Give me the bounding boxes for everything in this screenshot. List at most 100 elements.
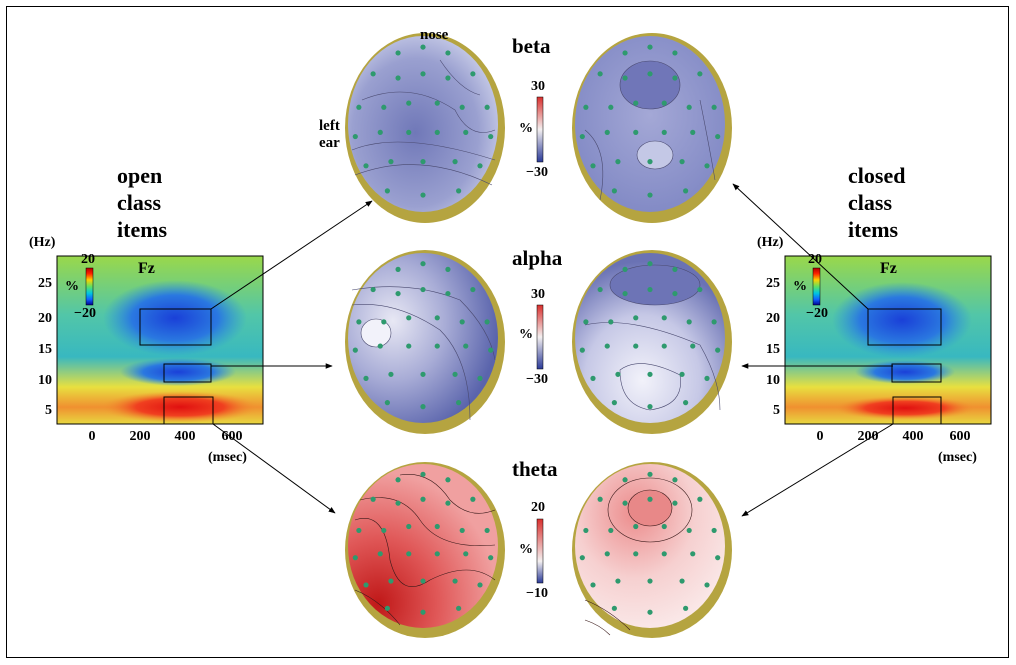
electrode-dot: [715, 555, 721, 561]
y-tick: 20: [766, 311, 780, 326]
electrode-dot: [583, 319, 589, 325]
colorbar-min-left: −20: [74, 306, 96, 321]
electrode-dot: [420, 496, 426, 502]
electrode-dot: [579, 555, 585, 561]
electrode-dot: [697, 496, 703, 502]
electrode-dot: [463, 551, 469, 557]
electrode-dot: [384, 605, 390, 611]
electrode-dot: [420, 44, 426, 50]
electrode-dot: [615, 578, 621, 584]
electrode-dot: [352, 555, 358, 561]
electrode-dot: [661, 315, 667, 321]
alpha-colorbar-max: 30: [531, 287, 545, 302]
electrode-dot: [622, 477, 628, 483]
electrode-dot: [633, 551, 639, 557]
x-tick: 400: [902, 429, 924, 444]
electrode-dot: [647, 286, 653, 293]
beta-colorbar-unit: %: [519, 121, 533, 136]
electrode-dot: [420, 261, 426, 267]
electrode-dot: [459, 319, 465, 325]
x-tick: 200: [857, 429, 879, 444]
electrode-dot: [633, 100, 639, 106]
electrode-dot: [615, 371, 621, 377]
electrode-dot: [420, 192, 426, 198]
electrode-dot: [590, 375, 596, 381]
electrode-dot: [395, 500, 401, 506]
colorbar-min-right: −20: [806, 306, 828, 321]
arrow-closed-theta: [741, 423, 894, 517]
x-tick: 400: [174, 429, 196, 444]
colorbar-max-left: 20: [81, 252, 95, 267]
electrode-dot: [395, 290, 401, 297]
electrode-dot: [388, 578, 394, 584]
y-tick: 25: [766, 276, 780, 291]
electrode-dot: [583, 104, 589, 110]
electrode-dot: [597, 496, 603, 502]
electrode-dot: [672, 266, 678, 272]
electrode-dot: [434, 523, 440, 530]
electrode-dot: [633, 523, 639, 530]
beta-colorbar-min: −30: [526, 165, 548, 180]
electrode-dot: [452, 371, 458, 377]
electrode-dot: [377, 551, 383, 557]
beta-colorbar: [536, 96, 544, 163]
electrode-dot: [647, 71, 653, 77]
electrode-dot: [381, 319, 387, 325]
x-tick: 0: [816, 429, 824, 444]
electrode-dot: [679, 159, 685, 165]
electrode-dot: [661, 100, 667, 106]
electrode-dot: [456, 605, 462, 611]
electrode-dot: [711, 319, 717, 325]
electrode-dot: [470, 286, 476, 293]
electrode-dot: [661, 523, 667, 530]
electrode-dot: [406, 315, 412, 321]
electrode-dot: [434, 551, 440, 557]
colorbar-unit-right: %: [793, 279, 807, 294]
electrode-dot: [445, 75, 451, 81]
electrode-dot: [579, 347, 585, 353]
electrode-dot: [384, 400, 390, 406]
electrode-dot: [445, 500, 451, 506]
y-tick: 15: [766, 342, 780, 357]
alpha-colorbar-min: −30: [526, 372, 548, 387]
y-tick: 5: [773, 403, 780, 418]
electrode-dot: [611, 400, 617, 406]
electrode-dot: [672, 477, 678, 483]
electrode-dot: [395, 75, 401, 81]
x-tick: 0: [88, 429, 96, 444]
electrode-dot: [420, 159, 426, 165]
electrode-dot: [679, 371, 685, 377]
electrode-dot: [484, 319, 490, 325]
electrode-dot: [597, 286, 603, 293]
electrode-dot: [647, 192, 653, 198]
electrode-dot: [622, 50, 628, 56]
band-label-theta: theta: [512, 457, 558, 481]
electrode-dot: [395, 266, 401, 272]
electrode-dot: [690, 343, 696, 349]
electrode-dot: [488, 347, 494, 353]
electrode-dot: [711, 527, 717, 534]
y-tick: 10: [38, 373, 52, 388]
arrow-open-beta: [210, 200, 373, 310]
electrode-dot: [604, 129, 610, 135]
x-tick: 200: [129, 429, 151, 444]
electrode-dot: [690, 129, 696, 135]
electrode-dot: [647, 159, 653, 165]
electrode-dot: [686, 527, 692, 534]
electrode-dot: [611, 605, 617, 611]
electrode-dot: [459, 527, 465, 534]
electrode-dot: [672, 500, 678, 506]
electrode-dot: [683, 605, 689, 611]
electrode-dot: [420, 404, 426, 410]
electrode-dot: [590, 163, 596, 169]
electrode-dot: [434, 315, 440, 321]
y-tick: 25: [38, 276, 52, 291]
electrode-dot: [377, 343, 383, 349]
electrode-dot: [608, 319, 614, 325]
hz-unit-right: (Hz): [757, 235, 784, 250]
electrode-dot: [488, 133, 494, 140]
electrode-dot: [604, 551, 610, 557]
electrode-dot: [686, 319, 692, 325]
electrode-dot: [597, 71, 603, 77]
electrode-dot: [704, 375, 710, 381]
